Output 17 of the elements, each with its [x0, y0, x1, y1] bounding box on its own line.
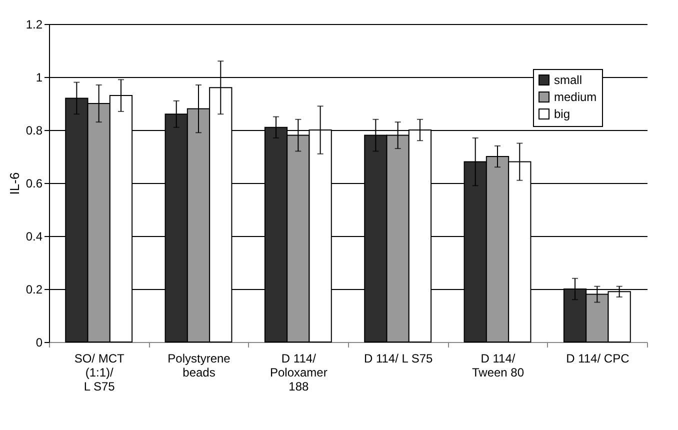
legend-label: small [554, 73, 582, 87]
x-tick-label: D 114/ CPC [566, 352, 630, 366]
y-tick-label: 0 [36, 336, 43, 350]
legend-label: big [554, 107, 570, 121]
y-tick-label: 1.2 [26, 18, 43, 32]
y-tick-label: 0.4 [26, 230, 43, 244]
x-tick-label: D 114/ L S75 [364, 352, 434, 366]
x-tick-label: Polystyrene beads [168, 352, 231, 380]
y-tick-label: 0.2 [26, 282, 43, 296]
x-tick-label: D 114/ Poloxamer 188 [270, 352, 328, 394]
x-tick-label: SO/ MCT (1:1)/ L S75 [74, 352, 125, 394]
legend-label: medium [554, 90, 597, 104]
x-tick-label: D 114/ Tween 80 [472, 352, 524, 380]
y-tick-label: 1 [36, 70, 43, 84]
y-tick-label: 0.8 [26, 124, 43, 138]
y-axis-title: IL-6 [6, 172, 22, 195]
y-tick-label: 0.6 [26, 176, 43, 190]
